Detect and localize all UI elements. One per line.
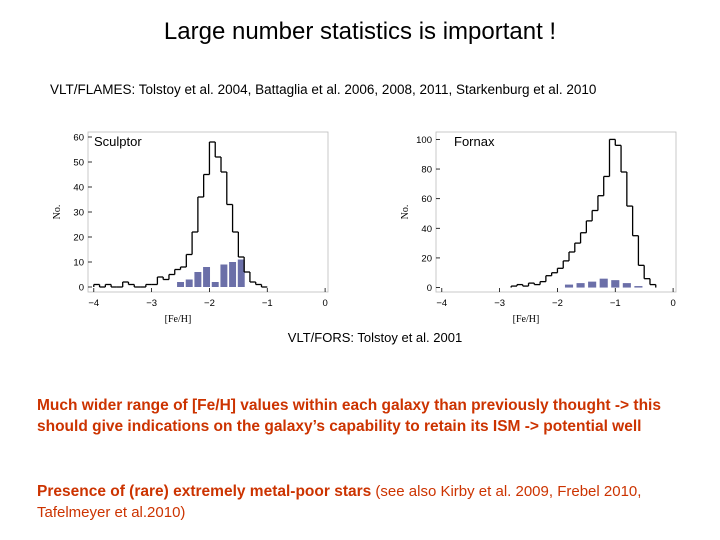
fors-bar	[576, 283, 585, 288]
flames-histogram	[510, 138, 657, 288]
chart-title: Fornax	[454, 134, 495, 149]
flames-histogram	[93, 141, 268, 288]
fors-bar	[185, 279, 193, 287]
y-tick-label: 60	[421, 194, 432, 205]
fors-bar	[211, 282, 219, 287]
y-tick-label: 100	[416, 135, 432, 146]
x-tick-label: −3	[494, 298, 505, 309]
y-tick-label: 40	[73, 183, 84, 194]
y-tick-label: 0	[79, 283, 84, 294]
fornax-histogram-chart: 0 20 40 60 80 100 −4 −3 −2 −1 0 [Fe/H] No. Fornax	[388, 120, 688, 330]
fors-bar	[622, 283, 631, 288]
x-tick-label: 0	[670, 298, 675, 309]
fors-bar	[229, 262, 237, 287]
y-tick-label: 30	[73, 208, 84, 219]
chart-title: Sculptor	[94, 134, 142, 149]
y-tick-label: 0	[427, 283, 432, 294]
y-axis-label: No.	[400, 205, 411, 220]
x-tick-label: 0	[322, 298, 327, 309]
fors-bar	[564, 284, 574, 288]
y-tick-label: 80	[421, 165, 432, 176]
y-axis-label: No.	[52, 205, 63, 220]
x-tick-label: −4	[436, 298, 447, 309]
slide-title: Large number statistics is important !	[163, 18, 557, 45]
finding-paragraph-2: Presence of (rare) extremely metal-poor …	[37, 481, 687, 523]
x-tick-label: −2	[552, 298, 563, 309]
y-tick-label: 60	[73, 133, 84, 144]
x-tick-label: −2	[204, 298, 215, 309]
x-axis-label: [Fe/H]	[165, 314, 192, 325]
y-tick-label: 20	[73, 233, 84, 244]
finding-paragraph-1: Much wider range of [Fe/H] values within…	[37, 397, 661, 435]
fors-bar	[177, 282, 184, 287]
x-tick-label: −1	[610, 298, 621, 309]
finding-paragraph-2-bold: Presence of (rare) extremely metal-poor …	[37, 483, 372, 500]
x-tick-label: −4	[88, 298, 99, 309]
fors-bar	[611, 280, 620, 288]
x-tick-label: −1	[262, 298, 273, 309]
fors-bar	[634, 286, 643, 288]
y-tick-label: 10	[73, 258, 84, 269]
fors-bar	[599, 278, 608, 288]
plot-frame	[435, 131, 677, 293]
references-line: VLT/FLAMES: Tolstoy et al. 2004, Battagl…	[50, 82, 597, 97]
y-tick-label: 50	[73, 158, 84, 169]
y-tick-label: 20	[421, 253, 432, 264]
sculptor-histogram-chart: 0 10 20 30 40 50 60 −4 −3 −2 −1 0 [Fe/H] No. Sculptor	[40, 120, 340, 330]
fors-bar	[203, 267, 211, 287]
x-tick-label: −3	[146, 298, 157, 309]
x-axis-label: [Fe/H]	[513, 314, 540, 325]
finding-paragraph-2-citation: (see also Kirby et al. 2009, Frebel 2010…	[37, 483, 642, 521]
fors-bar	[237, 259, 245, 287]
figure-caption: VLT/FORS: Tolstoy et al. 2001	[287, 330, 463, 345]
y-tick-label: 40	[421, 224, 432, 235]
fors-bar	[588, 281, 597, 288]
fors-bar	[220, 264, 228, 287]
fors-bar	[194, 272, 202, 287]
